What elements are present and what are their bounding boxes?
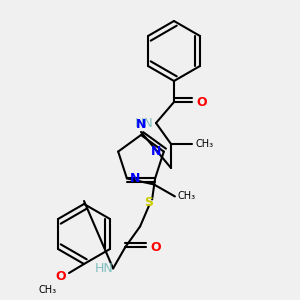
Text: O: O: [196, 95, 207, 109]
Text: N: N: [130, 172, 140, 185]
Text: HN: HN: [134, 116, 153, 130]
Text: O: O: [151, 241, 161, 254]
Text: CH₃: CH₃: [178, 191, 196, 201]
Text: N: N: [151, 145, 161, 158]
Text: CH₃: CH₃: [195, 139, 213, 149]
Text: HN: HN: [94, 262, 113, 275]
Text: S: S: [145, 196, 154, 209]
Text: CH₃: CH₃: [39, 285, 57, 295]
Text: N: N: [136, 118, 146, 130]
Text: O: O: [56, 269, 66, 283]
